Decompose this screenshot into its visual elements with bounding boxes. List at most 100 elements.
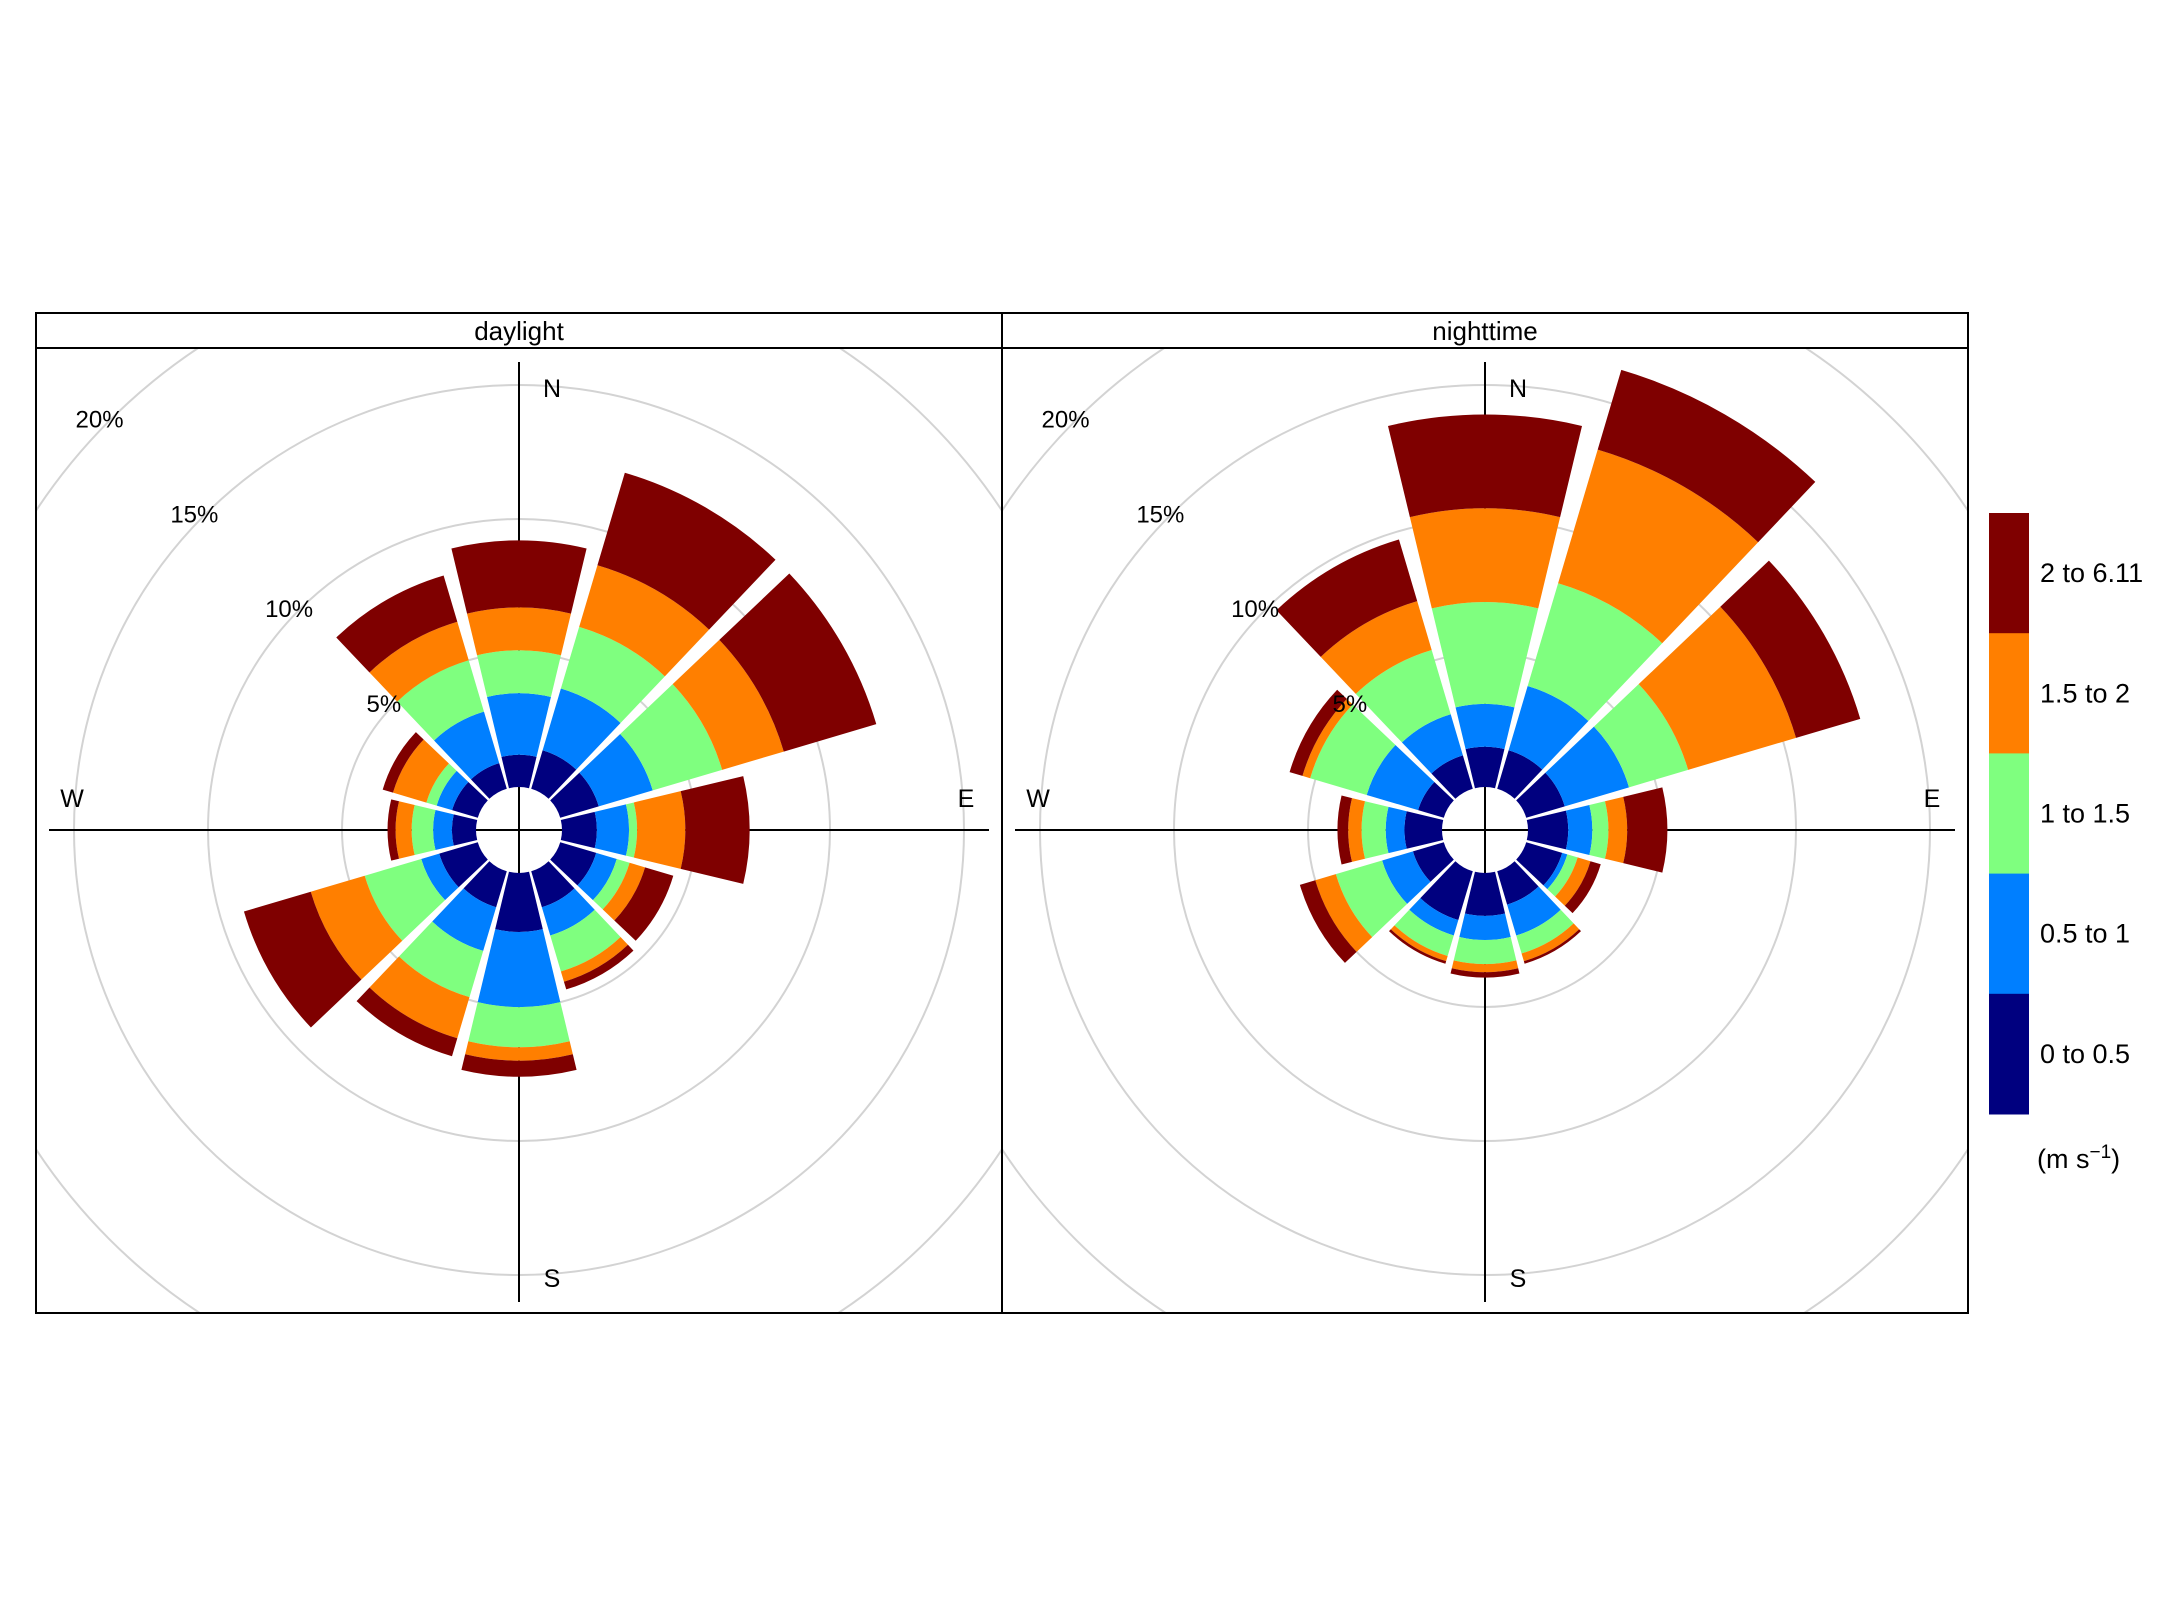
bar-nighttime-120deg-bin3 <box>1555 857 1591 906</box>
bar-nighttime-0deg-bin2 <box>1431 602 1539 708</box>
bar-nighttime-330deg-bin4 <box>1276 539 1418 657</box>
bar-nighttime-300deg-bin2 <box>1310 704 1396 795</box>
bar-daylight-270deg-bin4 <box>387 799 400 861</box>
bar-nighttime-180deg-bin3 <box>1451 960 1519 973</box>
bar-nighttime-120deg-bin1 <box>1543 852 1568 890</box>
radial-tick-label-15: 15% <box>1136 501 1184 528</box>
tick-labels-nighttime: 5% 10% 15% 20% N E S W <box>1026 375 1940 1293</box>
bar-nighttime-60deg-bin1 <box>1545 726 1630 807</box>
bar-nighttime-60deg-bin0 <box>1516 772 1565 818</box>
legend-label-4: 2 to 6.11 <box>2040 558 2143 588</box>
tick-labels-daylight: 5% 10% 15% 20% N E S W <box>60 375 974 1293</box>
radial-tick-label-20: 20% <box>76 407 124 434</box>
bar-daylight-240deg-bin3 <box>310 875 403 980</box>
legend-unit-text: (m s <box>2037 1144 2089 1174</box>
bar-nighttime-300deg-bin0 <box>1418 781 1454 818</box>
bar-daylight-300deg-bin0 <box>452 781 488 818</box>
bar-daylight-180deg-bin1 <box>477 929 561 1007</box>
bar-nighttime-0deg-bin3 <box>1409 508 1561 609</box>
bar-nighttime-90deg-bin2 <box>1589 801 1609 859</box>
legend-labels: 2 to 6.11 1.5 to 2 1 to 1.5 0.5 to 1 0 to 0.… <box>2040 558 2143 1069</box>
legend-unit: (m s−1) <box>2037 1142 2120 1174</box>
bar-nighttime-0deg-bin0 <box>1465 746 1505 789</box>
bar-daylight-330deg-bin4 <box>336 575 458 673</box>
compass-label-E: E <box>1924 785 1941 813</box>
bar-nighttime-330deg-bin1 <box>1401 714 1463 774</box>
panel-title-daylight: daylight <box>474 316 564 346</box>
bar-daylight-240deg-bin4 <box>243 891 362 1028</box>
bar-daylight-330deg-bin0 <box>470 763 507 799</box>
bar-daylight-0deg-bin0 <box>501 754 537 789</box>
legend-unit-sup: −1 <box>2089 1142 2111 1163</box>
bar-nighttime-210deg-bin0 <box>1420 861 1473 921</box>
bar-daylight-90deg-bin0 <box>560 811 597 849</box>
compass-label-E: E <box>958 785 975 813</box>
bar-nighttime-0deg-bin4 <box>1387 414 1583 518</box>
legend-label-3: 1.5 to 2 <box>2040 678 2130 708</box>
bar-daylight-90deg-bin1 <box>594 804 629 856</box>
panel-nighttime: nighttime 5% 10% 15% 20% N E S W <box>1001 312 1969 1314</box>
bar-daylight-150deg-bin0 <box>531 861 575 908</box>
bar-daylight-180deg-bin4 <box>461 1054 577 1077</box>
radial-tick-label-15: 15% <box>170 501 218 528</box>
bar-daylight-30deg-bin3 <box>579 565 710 677</box>
bar-nighttime-240deg-bin3 <box>1315 874 1373 952</box>
wind-bars-nighttime <box>1276 369 1861 978</box>
bar-daylight-60deg-bin3 <box>672 639 784 770</box>
bar-nighttime-270deg-bin0 <box>1404 811 1444 849</box>
bar-nighttime-210deg-bin2 <box>1394 909 1454 957</box>
bar-daylight-210deg-bin4 <box>356 987 458 1057</box>
bar-daylight-210deg-bin3 <box>369 956 470 1039</box>
bar-nighttime-180deg-bin1 <box>1459 913 1511 940</box>
bar-nighttime-150deg-bin1 <box>1507 886 1561 936</box>
bar-daylight-30deg-bin4 <box>597 472 776 630</box>
bar-daylight-0deg-bin3 <box>467 607 571 656</box>
legend-swatch-1 <box>1989 873 2029 995</box>
bar-daylight-330deg-bin2 <box>397 660 484 741</box>
bar-nighttime-120deg-bin4 <box>1564 861 1601 914</box>
bar-nighttime-240deg-bin0 <box>1412 842 1454 882</box>
bar-daylight-150deg-bin1 <box>541 888 595 936</box>
compass-label-N: N <box>1509 375 1527 403</box>
bar-daylight-240deg-bin0 <box>439 842 488 888</box>
legend-swatch-0 <box>1989 993 2029 1115</box>
legend-swatches <box>1989 513 2029 1115</box>
bar-daylight-300deg-bin1 <box>436 770 469 811</box>
bar-nighttime-60deg-bin3 <box>1638 606 1797 770</box>
compass-label-S: S <box>544 1265 561 1293</box>
bar-nighttime-30deg-bin3 <box>1558 449 1759 644</box>
bar-daylight-180deg-bin3 <box>465 1041 573 1061</box>
bar-daylight-150deg-bin2 <box>550 909 621 972</box>
bar-daylight-0deg-bin4 <box>451 540 587 614</box>
speed-legend: 2 to 6.11 1.5 to 2 1 to 1.5 0.5 to 1 0 to 0.… <box>1989 513 2143 1174</box>
bar-daylight-240deg-bin2 <box>364 858 446 941</box>
bar-nighttime-90deg-bin4 <box>1623 787 1668 873</box>
bar-daylight-120deg-bin4 <box>614 867 674 941</box>
bar-daylight-150deg-bin4 <box>563 944 634 990</box>
bar-nighttime-30deg-bin0 <box>1497 750 1543 799</box>
bar-daylight-30deg-bin1 <box>542 688 621 770</box>
bar-nighttime-180deg-bin0 <box>1464 871 1506 916</box>
bar-nighttime-240deg-bin1 <box>1382 851 1431 904</box>
bar-nighttime-300deg-bin3 <box>1302 698 1353 779</box>
compass-label-W: W <box>60 785 84 813</box>
bar-nighttime-90deg-bin3 <box>1604 796 1628 864</box>
bar-daylight-60deg-bin1 <box>579 733 653 807</box>
bar-nighttime-240deg-bin2 <box>1335 860 1408 938</box>
compass-label-N: N <box>543 375 561 403</box>
legend-label-0: 0 to 0.5 <box>2040 1039 2130 1069</box>
bar-nighttime-30deg-bin1 <box>1508 685 1589 770</box>
bar-daylight-330deg-bin1 <box>434 711 500 780</box>
bar-daylight-120deg-bin0 <box>550 842 597 886</box>
panel-frame-nighttime <box>1001 347 1969 1314</box>
bar-nighttime-0deg-bin1 <box>1455 703 1515 750</box>
bar-daylight-90deg-bin2 <box>625 802 638 858</box>
bar-daylight-270deg-bin0 <box>451 814 478 846</box>
bar-daylight-300deg-bin2 <box>426 763 457 806</box>
bar-daylight-0deg-bin1 <box>487 693 551 757</box>
bar-nighttime-30deg-bin4 <box>1597 369 1816 543</box>
bar-daylight-30deg-bin2 <box>560 626 665 723</box>
bar-nighttime-330deg-bin3 <box>1320 601 1432 694</box>
bar-nighttime-270deg-bin1 <box>1385 806 1407 854</box>
bar-daylight-0deg-bin2 <box>477 650 561 697</box>
